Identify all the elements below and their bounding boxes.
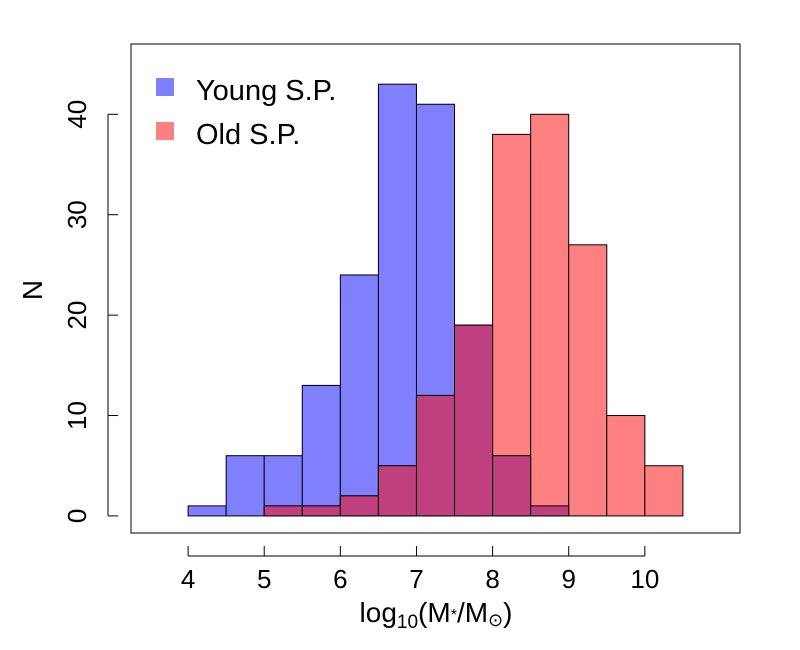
legend-swatch-young — [156, 78, 174, 96]
x-tick-label-9: 9 — [561, 564, 575, 594]
x-axis: 4 5 6 7 8 9 10 — [181, 546, 659, 594]
x-tick-label-7: 7 — [409, 564, 423, 594]
overlap-bar-5.5 — [301, 505, 341, 517]
legend-label-old: Old S.P. — [196, 119, 300, 151]
x-tick-label-6: 6 — [333, 564, 347, 594]
overlap-bar-8.5 — [530, 505, 570, 517]
old-sp-bar-10 — [644, 465, 684, 517]
old-sp-bar-6 — [492, 133, 532, 517]
y-tick-label-0: 0 — [62, 509, 92, 523]
y-tick-label-40: 40 — [62, 100, 92, 129]
overlap-bar-7.5 — [454, 324, 494, 517]
x-tick-label-8: 8 — [485, 564, 499, 594]
x-tick-label-4: 4 — [181, 564, 195, 594]
overlap-bar-6.5 — [377, 465, 417, 517]
old-sp-bar-8 — [568, 244, 608, 517]
y-axis-title: N — [17, 280, 48, 300]
x-axis-title: log10(M*/M⊙) — [360, 597, 513, 633]
y-axis: 0 10 20 30 40 — [62, 100, 118, 523]
young-sp-bar-1 — [225, 455, 265, 517]
young-sp-bar-4 — [339, 274, 379, 517]
legend-swatch-old — [156, 122, 174, 140]
legend: Young S.P. Old S.P. — [156, 75, 336, 151]
legend-label-young: Young S.P. — [196, 75, 336, 107]
young-sp-bar-0 — [187, 505, 227, 517]
overlap-bar-7 — [415, 394, 456, 517]
young-sp-bar-5 — [377, 83, 417, 517]
overlap-bars — [263, 324, 570, 517]
old-sp-bar-7 — [530, 113, 570, 517]
young-sp-bar-3 — [301, 384, 341, 517]
y-tick-label-20: 20 — [62, 301, 92, 330]
y-tick-label-30: 30 — [62, 200, 92, 229]
x-tick-label-10: 10 — [630, 564, 659, 594]
x-tick-label-5: 5 — [257, 564, 271, 594]
overlap-bar-8 — [492, 455, 532, 517]
overlap-bar-5 — [263, 505, 303, 517]
plot-frame — [130, 43, 741, 534]
old-sp-bar-9 — [606, 415, 646, 517]
overlap-bar-6 — [339, 495, 379, 517]
y-tick-label-10: 10 — [62, 401, 92, 430]
